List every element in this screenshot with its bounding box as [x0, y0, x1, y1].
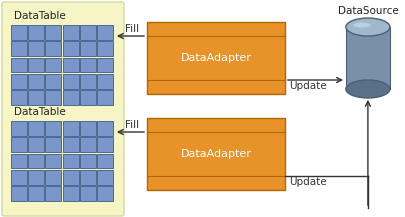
Bar — [97, 90, 113, 105]
Bar — [80, 58, 96, 72]
Bar — [97, 186, 113, 201]
Text: Update: Update — [288, 177, 326, 187]
Bar — [63, 137, 78, 152]
Text: DataTable: DataTable — [14, 11, 66, 21]
Text: Fill: Fill — [124, 120, 139, 130]
Bar — [80, 41, 96, 56]
Text: DataTable: DataTable — [14, 107, 66, 117]
Bar — [97, 137, 113, 152]
Bar — [80, 90, 96, 105]
Bar — [11, 121, 26, 136]
Bar — [97, 58, 113, 72]
Bar — [28, 154, 44, 168]
Bar — [45, 186, 61, 201]
Bar — [45, 90, 61, 105]
Bar — [28, 186, 44, 201]
Bar — [28, 137, 44, 152]
Ellipse shape — [352, 23, 370, 28]
Bar — [80, 170, 96, 185]
Bar — [28, 121, 44, 136]
Bar — [45, 154, 61, 168]
Bar — [97, 170, 113, 185]
Bar — [45, 58, 61, 72]
Bar — [345, 27, 389, 89]
Text: DataAdapter: DataAdapter — [180, 149, 251, 159]
Bar — [11, 41, 26, 56]
Bar — [11, 137, 26, 152]
Bar — [45, 41, 61, 56]
Bar — [28, 41, 44, 56]
Bar — [63, 41, 78, 56]
Bar — [45, 25, 61, 40]
Bar — [147, 118, 284, 190]
Bar — [97, 121, 113, 136]
Bar — [63, 74, 78, 89]
Bar — [63, 170, 78, 185]
Text: DataAdapter: DataAdapter — [180, 53, 251, 63]
Bar — [11, 154, 26, 168]
Bar — [63, 121, 78, 136]
Bar — [11, 170, 26, 185]
Bar — [63, 154, 78, 168]
Text: Update: Update — [288, 81, 326, 91]
Ellipse shape — [345, 80, 389, 98]
Bar — [97, 74, 113, 89]
Bar — [80, 154, 96, 168]
Bar — [28, 74, 44, 89]
FancyBboxPatch shape — [2, 2, 124, 216]
Bar — [28, 90, 44, 105]
Bar — [147, 22, 284, 94]
Bar — [45, 170, 61, 185]
Bar — [11, 25, 26, 40]
Bar — [80, 25, 96, 40]
Bar — [28, 58, 44, 72]
Bar — [80, 186, 96, 201]
Text: Fill: Fill — [124, 24, 139, 34]
Text: DataSource: DataSource — [337, 6, 397, 16]
Bar — [63, 58, 78, 72]
Ellipse shape — [345, 18, 389, 36]
Bar — [11, 74, 26, 89]
Bar — [80, 137, 96, 152]
Bar — [97, 25, 113, 40]
FancyBboxPatch shape — [351, 27, 367, 89]
Bar — [80, 121, 96, 136]
Bar — [45, 74, 61, 89]
Bar — [28, 25, 44, 40]
Bar — [45, 137, 61, 152]
Bar — [28, 170, 44, 185]
Bar — [63, 186, 78, 201]
Bar — [11, 90, 26, 105]
Bar — [11, 186, 26, 201]
Bar — [80, 74, 96, 89]
Bar — [63, 25, 78, 40]
Bar — [97, 154, 113, 168]
Bar — [45, 121, 61, 136]
Bar — [97, 41, 113, 56]
Bar — [63, 90, 78, 105]
Bar — [11, 58, 26, 72]
